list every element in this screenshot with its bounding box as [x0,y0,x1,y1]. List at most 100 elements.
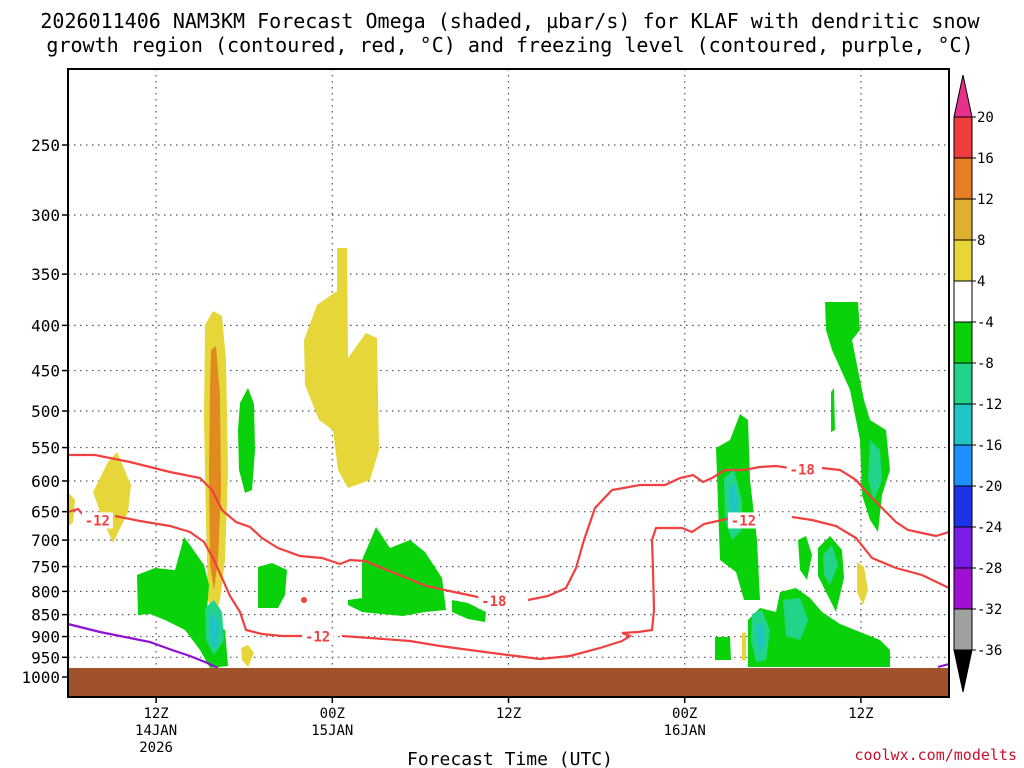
omega-region-pos [304,248,379,488]
omega-region-neg [137,537,228,668]
dendritic-growth-contour [527,464,791,602]
colorbar-label: -36 [977,643,1002,659]
dendritic-growth-contour [68,453,498,602]
x-tick-date: 14JAN [135,723,177,739]
omega-region-neg [831,388,835,432]
ground-surface [68,668,949,697]
dendritic-growth-contour [341,513,761,661]
colorbar-swatch [953,74,973,118]
omega-region-neg [238,388,255,493]
colorbar-label: -32 [977,602,1002,618]
y-tick-label: 500 [31,402,60,421]
colorbar-swatch [953,116,973,159]
y-tick-label: 250 [31,136,60,155]
dendritic-growth-contour [821,466,950,538]
y-tick-label: 700 [31,531,60,550]
plot-area: -12 -18 -12 -12 -18 [67,68,950,698]
omega-region-neg [258,563,287,608]
colorbar-swatch [953,157,973,200]
omega-region-pos [68,492,75,527]
colorbar-swatch [953,362,973,405]
x-tick-date: 16JAN [664,723,706,739]
colorbar-swatch [953,444,973,487]
omega-shading [68,248,890,668]
contours [67,453,950,669]
colorbar-swatch [953,198,973,241]
x-tick-year: 2026 [139,740,173,756]
omega-region-neg [209,612,219,650]
omega-region-neg [823,545,838,585]
contour-label-bg [81,512,113,529]
omega-region-neg [729,484,738,520]
x-tick-label: 00Z [672,706,697,722]
colorbar-label: -4 [977,315,994,331]
colorbar-label: -24 [977,520,1002,536]
omega-region-pos [241,645,254,667]
x-tick-label: 12Z [496,706,521,722]
contour-label-bg [478,592,510,609]
chart-title-line2: growth region (contoured, red, °C) and f… [46,33,973,57]
chart-title-line1: 2026011406 NAM3KM Forecast Omega (shaded… [40,9,980,33]
colorbar-label: -8 [977,356,994,372]
contour-label-bg [727,512,759,529]
omega-region-neg [798,536,812,580]
y-tick-label: 850 [31,606,60,625]
omega-region-neg [756,622,765,654]
y-tick-label: 650 [31,503,60,522]
x-tick-label: 12Z [143,706,168,722]
omega-region-pos [209,346,221,590]
colorbar-swatch [953,403,973,446]
contour-labels: -12 -18 -12 -12 -18 [81,461,818,646]
y-tick-label: 900 [31,628,60,647]
omega-region-neg [348,527,446,616]
contour-label: -18 [481,594,506,610]
dendritic-growth-contour [114,514,303,638]
colorbar-label: -28 [977,561,1002,577]
y-tick-label: 800 [31,582,60,601]
colorbar-label: 12 [977,192,994,208]
credit-link[interactable]: coolwx.com/modelts [854,746,1017,764]
freezing-level-contour [937,662,950,669]
contour-label: -12 [85,513,110,529]
contour-label: -18 [790,462,815,478]
colorbar-label: 20 [977,110,994,126]
y-tick-label: 300 [31,206,60,225]
colorbar-swatch [953,526,973,569]
omega-region-pos [93,452,131,543]
omega-region-neg [783,598,808,640]
contour-label: -12 [731,513,756,529]
colorbar: 20 16 12 8 4 -4 -8 -12 -16 -20 -24 -28 -32 -36 [953,74,1002,693]
colorbar-label: -20 [977,479,1002,495]
omega-region-pos [857,562,868,605]
dendritic-growth-contour [791,515,950,589]
colorbar-label: -12 [977,397,1002,413]
colorbar-swatch [953,608,973,651]
colorbar-swatch [953,485,973,528]
y-tick-label: 600 [31,472,60,491]
contour-label-bg [786,461,818,478]
colorbar-swatch [953,280,973,323]
y-tick-label: 950 [31,648,60,667]
colorbar-label: -16 [977,438,1002,454]
ground [68,668,949,697]
y-tick-label: 450 [31,362,60,381]
y-tick-label: 400 [31,316,60,335]
omega-region-neg [715,637,731,660]
x-tick-label: 12Z [848,706,873,722]
contour-label-bg [302,628,334,645]
colorbar-swatch [953,649,973,693]
colorbar-label: 8 [977,233,985,249]
omega-region-neg [452,600,486,622]
x-tick-label: 00Z [320,706,345,722]
y-tick-label: 550 [31,439,60,458]
y-axis: 250 300 350 400 450 500 550 600 650 700 750 800 850 9… [21,136,68,687]
x-axis-title: Forecast Time (UTC) [407,749,613,768]
y-tick-label: 750 [31,558,60,577]
colorbar-label: 4 [977,274,985,290]
colorbar-swatch [953,239,973,282]
colorbar-label: 16 [977,151,994,167]
y-tick-label: 350 [31,265,60,284]
contour-label: -12 [305,630,330,646]
